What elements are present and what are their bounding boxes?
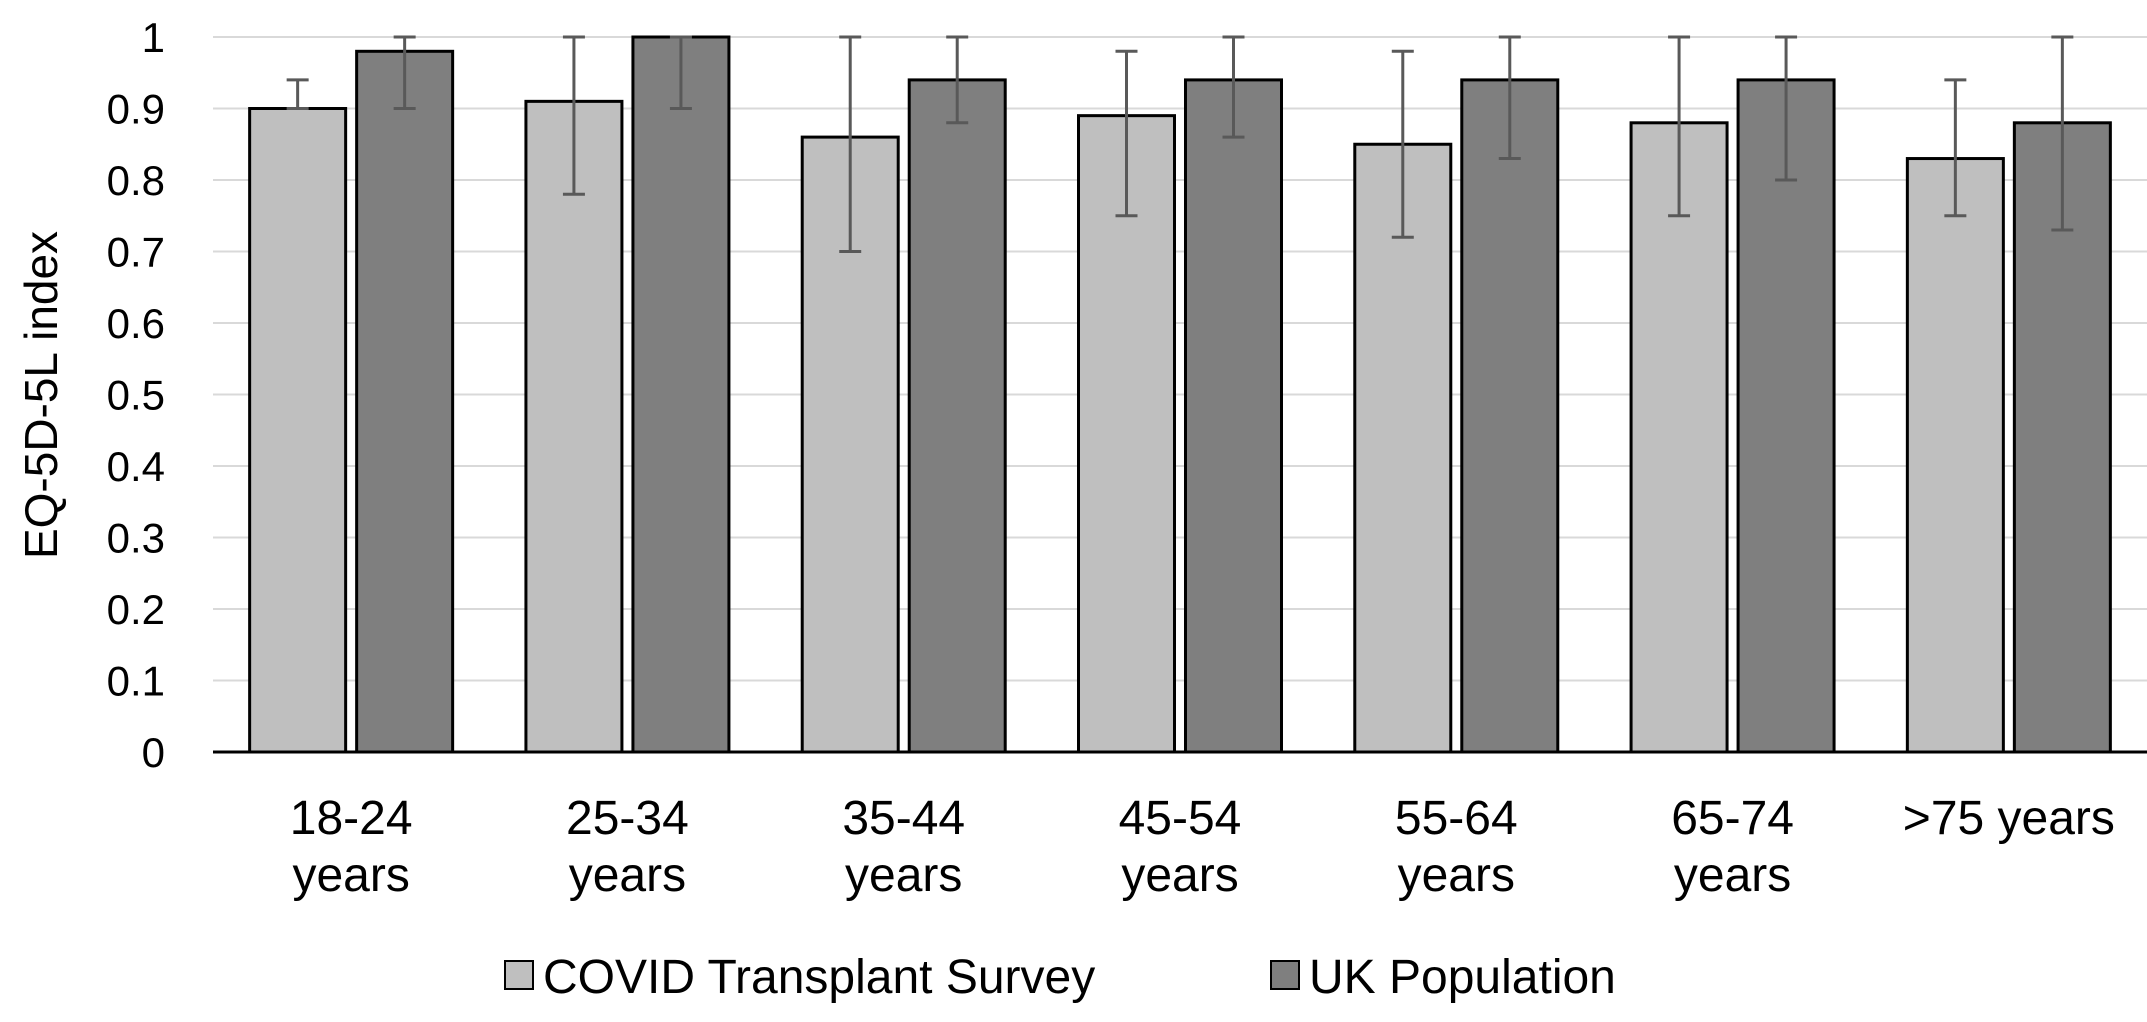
axis-labels: 0 0.1 0.2 0.3 0.4 0.5 0.6 0.7 0.8 0.9 1 18-24 years 2… (15, 14, 2115, 902)
legend-label: UK Population (1309, 951, 1616, 1004)
y-tick-label: 0.6 (107, 300, 165, 347)
x-tick-label: 35-44 years (842, 792, 965, 902)
y-tick-label: 0.2 (107, 586, 165, 633)
y-tick-label: 0.8 (107, 157, 165, 204)
legend-swatch (1270, 960, 1300, 990)
gridlines (213, 36, 2147, 682)
y-tick-label: 0.3 (107, 515, 165, 562)
bar (1905, 157, 2005, 754)
bar (1353, 142, 1453, 754)
y-tick-label: 1 (142, 14, 165, 61)
x-tick-label: 25-34 years (566, 792, 689, 902)
bar (1077, 114, 1176, 754)
x-tick-label: 65-74 years (1671, 792, 1794, 902)
y-tick-label: 0.1 (107, 658, 165, 705)
legend-label: COVID Transplant Survey (543, 951, 1095, 1004)
bar (907, 78, 1007, 754)
bar (248, 107, 348, 754)
bar (1736, 78, 1836, 754)
y-axis-title: EQ-5D-5L index (15, 231, 67, 559)
bar (1460, 78, 1560, 754)
error-bars (286, 35, 2074, 253)
x-tick-label: 45-54 years (1119, 792, 1242, 902)
y-tick-label: 0.4 (107, 443, 165, 490)
bar (1184, 78, 1283, 754)
bar (631, 35, 731, 754)
legend: COVID Transplant Survey UK Population (504, 951, 1616, 1004)
legend-swatch (504, 960, 534, 990)
bar (524, 99, 624, 754)
x-tick-label: >75 years (1903, 792, 2115, 845)
x-tick-label: 55-64 years (1395, 792, 1518, 902)
y-tick-label: 0 (142, 729, 165, 776)
y-tick-label: 0.7 (107, 229, 165, 276)
y-tick-label: 0.5 (107, 372, 165, 419)
bar (355, 49, 455, 754)
x-tick-label: 18-24 years (290, 792, 413, 902)
y-tick-label: 0.9 (107, 86, 165, 133)
